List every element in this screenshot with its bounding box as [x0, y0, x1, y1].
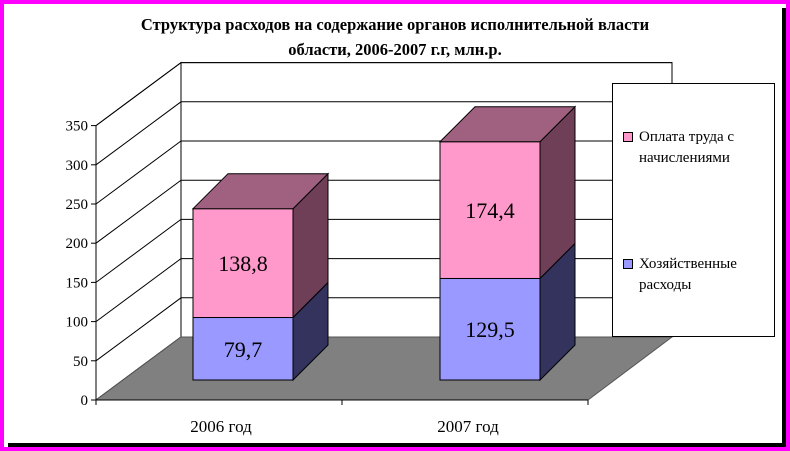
- data-label: 174,4: [465, 198, 515, 223]
- y-tick-label: 50: [73, 354, 88, 370]
- y-tick-label: 150: [66, 275, 89, 291]
- chart-title-line-1: Структура расходов на содержание органов…: [140, 15, 650, 34]
- legend-label-household: Хозяйственные расходы: [639, 256, 737, 293]
- y-tick-label: 350: [66, 119, 89, 135]
- gridline: [95, 62, 672, 127]
- bar-segment-top: [191, 173, 330, 210]
- legend-swatch-payroll: [623, 132, 633, 142]
- y-tick-label: 300: [66, 158, 89, 174]
- bar-segment: [192, 317, 294, 381]
- legend-label-payroll: Оплата труда с начислениями: [639, 129, 735, 166]
- frame-shadow-bottom: [8, 443, 786, 447]
- legend-swatch-household: [623, 259, 633, 269]
- chart-title: Структура расходов на содержание органов…: [0, 12, 790, 62]
- y-tick-label: 100: [66, 315, 89, 331]
- bar-segment: [192, 208, 294, 319]
- y-tick-label: 200: [66, 236, 89, 252]
- x-tick-label: 2006 год: [190, 417, 252, 436]
- y-tick-label: 250: [66, 197, 89, 213]
- x-tick-label: 2007 год: [437, 417, 499, 436]
- data-label: 129,5: [465, 317, 515, 342]
- data-label: 138,8: [218, 251, 268, 276]
- data-label: 79,7: [224, 337, 263, 362]
- chart-floor: [94, 336, 674, 401]
- chart-legend: Оплата труда с начислениями Хозяйственны…: [612, 83, 775, 337]
- frame-shadow-right: [782, 8, 786, 447]
- y-tick-label: 0: [81, 393, 89, 409]
- bar-segment: [439, 141, 541, 279]
- gridline: [95, 101, 672, 166]
- chart-title-line-2: области, 2006-2007 г.г, млн.р.: [288, 40, 502, 59]
- bar-segment-top: [438, 106, 577, 143]
